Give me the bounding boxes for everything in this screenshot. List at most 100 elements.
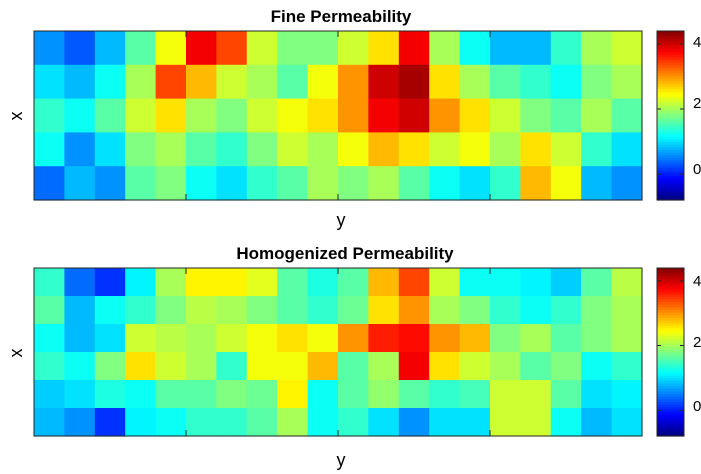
heatmap-cell <box>611 98 643 133</box>
heatmap-cell <box>216 64 248 100</box>
heatmap-cell <box>581 268 613 297</box>
heatmap-cell <box>64 380 96 409</box>
heatmap-cell <box>398 296 430 325</box>
colorbar-segment <box>657 286 684 290</box>
colorbar-segment <box>657 328 684 332</box>
heatmap-cell <box>338 31 369 66</box>
colorbar-segment <box>657 349 684 353</box>
colorbar-segment <box>657 78 684 82</box>
colorbar-segment <box>657 352 684 356</box>
heatmap-cell <box>34 296 65 325</box>
colorbar-segment <box>657 38 684 43</box>
heatmap-cell <box>216 166 248 201</box>
colorbar-segment <box>657 388 684 392</box>
colorbar-segment <box>657 197 684 201</box>
colorbar-segment <box>657 112 684 117</box>
panel-homogenized: Homogenized Permeability y x 4 2 0 <box>6 244 701 470</box>
heatmap-cell <box>429 64 461 100</box>
heatmap-cell <box>34 132 65 167</box>
colorbar-segment <box>657 281 684 285</box>
heatmap-cell <box>34 408 65 437</box>
colorbar-segment <box>657 194 684 198</box>
heatmap-cell <box>277 352 309 381</box>
colorbar-segment <box>657 102 684 106</box>
heatmap-cell <box>611 352 643 381</box>
heatmap-cell <box>216 408 248 437</box>
heatmap-cell <box>277 296 309 325</box>
panel-fine: Fine Permeability y x 4 2 0 <box>6 7 701 230</box>
heatmap-cell <box>398 98 430 133</box>
colorbar-segment <box>657 118 684 122</box>
heatmap-cell <box>398 380 430 409</box>
heatmap-cell <box>246 64 278 100</box>
heatmap-cell <box>429 31 461 66</box>
heatmap-cell <box>490 408 521 437</box>
heatmap-cell <box>581 31 613 66</box>
colorbar-segment <box>657 433 684 437</box>
heatmap-cell <box>398 132 430 167</box>
heatmap-cell <box>368 31 400 66</box>
colorbar-ticks-homogenized: 4 2 0 <box>693 273 701 415</box>
heatmap-cell <box>34 352 65 381</box>
heatmap-cell <box>125 352 157 381</box>
colorbar-segment <box>657 131 684 135</box>
heatmap-cell <box>581 324 613 353</box>
colorbar-segment <box>657 81 684 85</box>
heatmap-cell <box>611 380 643 409</box>
colorbar-segment <box>657 373 684 377</box>
heatmap-cell <box>550 352 582 381</box>
colorbar-segment <box>657 278 684 282</box>
colorbar-segment <box>657 270 684 274</box>
heatmap-cell <box>216 268 248 297</box>
heatmap-cell <box>368 324 400 353</box>
colorbar-segment <box>657 312 684 316</box>
heatmap-cell <box>338 352 369 381</box>
colorbar-segment <box>657 268 684 272</box>
heatmap-cell <box>368 296 400 325</box>
colorbar-segment <box>657 49 684 53</box>
heatmap-cell <box>550 64 582 100</box>
heatmap-cell <box>520 132 552 167</box>
colorbar-segment <box>657 378 684 382</box>
colorbar-segment <box>657 147 684 151</box>
axis-ticks-fine <box>185 31 491 200</box>
heatmap-cell <box>490 380 521 409</box>
heatmap-cell <box>307 268 339 297</box>
heatmap-cell <box>246 132 278 167</box>
colorbar-segment <box>657 289 684 293</box>
colorbar-segment <box>657 409 684 413</box>
colorbar-segment <box>657 422 684 427</box>
heatmap-cell <box>581 352 613 381</box>
heatmap-cell <box>246 296 278 325</box>
heatmap-cell <box>611 166 643 201</box>
colorbar-segment <box>657 168 684 172</box>
heatmap-cell <box>246 268 278 297</box>
colorbar-tick-label: 2 <box>693 334 701 351</box>
heatmap-cell <box>611 408 643 437</box>
colorbar-segment <box>657 83 684 88</box>
colorbar-segment <box>657 65 684 69</box>
heatmap-cell <box>520 380 552 409</box>
heatmap-cell <box>186 324 217 353</box>
heatmap-cell <box>125 31 157 66</box>
heatmap-cell <box>246 324 278 353</box>
heatmap-cell <box>550 31 582 66</box>
heatmap-cell <box>338 64 369 100</box>
heatmap-cell <box>611 324 643 353</box>
colorbar-segment <box>657 57 684 61</box>
heatmap-cell <box>155 132 187 167</box>
colorbar-segment <box>657 62 684 66</box>
heatmap-cell <box>277 166 309 201</box>
heatmap-cell <box>429 166 461 201</box>
colorbar-segment <box>657 178 684 183</box>
heatmap-cell <box>581 296 613 325</box>
heatmap-cell <box>34 324 65 353</box>
colorbar-tick-label: 4 <box>693 273 701 290</box>
heatmap-cell <box>368 98 400 133</box>
colorbar-ticks-fine: 4 2 0 <box>693 34 701 178</box>
colorbar-segment <box>657 344 684 348</box>
heatmap-cell <box>307 98 339 133</box>
colorbar-segment <box>657 302 684 306</box>
colorbar-segment <box>657 338 684 343</box>
heatmap-cell <box>459 324 491 353</box>
